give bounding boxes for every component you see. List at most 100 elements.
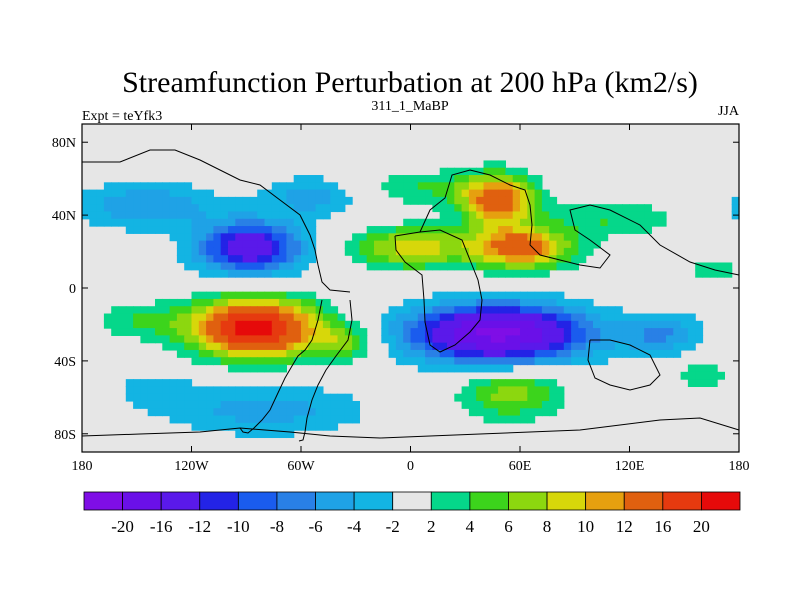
field-cell <box>213 328 222 336</box>
field-cell <box>140 379 149 387</box>
field-cell <box>235 306 244 315</box>
field-cell <box>425 182 433 191</box>
field-cell <box>585 247 594 256</box>
field-cell <box>286 430 295 439</box>
field-cell <box>315 386 324 395</box>
field-cell <box>111 189 120 198</box>
field-cell <box>512 247 521 256</box>
field-cell <box>490 349 499 358</box>
field-cell <box>498 160 506 169</box>
field-cell <box>490 291 499 300</box>
field-cell <box>293 247 302 256</box>
field-cell <box>614 335 623 344</box>
field-cell <box>191 247 200 256</box>
field-cell <box>498 226 506 234</box>
field-cell <box>235 328 244 336</box>
field-cell <box>425 306 433 315</box>
field-cell <box>169 204 178 213</box>
field-cell <box>147 211 156 220</box>
field-cell <box>155 211 163 220</box>
field-cell <box>184 408 193 417</box>
field-cell <box>249 393 258 402</box>
field-cell <box>359 233 368 242</box>
field-cell <box>505 269 514 278</box>
field-cell <box>337 342 346 351</box>
field-cell <box>147 189 156 198</box>
field-cell <box>439 182 448 191</box>
field-cell <box>198 189 207 198</box>
colorbar-swatch <box>430 491 471 511</box>
field-cell <box>687 371 696 380</box>
field-cell <box>666 328 674 336</box>
colorbar-swatch <box>83 491 123 511</box>
field-cell <box>147 320 156 329</box>
field-cell <box>133 320 141 329</box>
field-cell <box>461 240 470 249</box>
field-cell <box>308 313 317 322</box>
field-cell <box>213 298 222 307</box>
field-cell <box>198 408 207 417</box>
field-cell <box>293 400 302 409</box>
field-cell <box>220 204 229 213</box>
field-cell <box>206 240 214 249</box>
field-cell <box>191 320 200 329</box>
field-cell <box>162 320 171 329</box>
field-cell <box>483 291 492 300</box>
field-cell <box>578 211 587 220</box>
field-cell <box>651 313 660 322</box>
field-cell <box>206 269 214 278</box>
field-cell <box>520 211 528 220</box>
colorbar-swatch <box>122 491 162 511</box>
field-cell <box>498 298 506 307</box>
field-cell <box>432 313 441 322</box>
field-cell <box>279 189 287 198</box>
field-cell <box>520 255 528 264</box>
field-cell <box>505 364 514 373</box>
field-cell <box>344 393 353 402</box>
field-cell <box>432 335 441 344</box>
field-cell <box>257 255 266 264</box>
field-cell <box>286 182 295 191</box>
field-cell <box>556 262 565 271</box>
field-cell <box>344 408 353 417</box>
field-cell <box>264 262 273 271</box>
field-cell <box>468 291 477 300</box>
field-cell <box>680 371 689 380</box>
field-cell <box>520 240 528 249</box>
field-cell <box>242 349 251 358</box>
field-cell <box>687 313 696 322</box>
field-cell <box>184 262 193 271</box>
field-cell <box>614 320 623 329</box>
field-cell <box>512 320 521 329</box>
field-cell <box>242 240 251 249</box>
field-cell <box>162 218 171 227</box>
field-cell <box>228 342 236 351</box>
field-cell <box>257 422 266 431</box>
field-cell <box>191 255 200 264</box>
field-cell <box>578 313 587 322</box>
field-cell <box>184 298 193 307</box>
field-cell <box>476 262 485 271</box>
field-cell <box>490 167 499 176</box>
field-cell <box>454 349 463 358</box>
field-cell <box>644 313 652 322</box>
field-cell <box>184 255 193 264</box>
field-cell <box>140 400 149 409</box>
field-cell <box>242 415 251 424</box>
field-cell <box>410 328 419 336</box>
field-cell <box>636 342 645 351</box>
x-tick-label: 60W <box>287 459 315 474</box>
field-cell <box>330 357 339 366</box>
field-cell <box>96 218 105 227</box>
field-cell <box>301 386 309 395</box>
field-cell <box>322 328 331 336</box>
field-cell <box>271 255 280 264</box>
field-cell <box>498 349 506 358</box>
field-cell <box>293 306 302 315</box>
field-cell <box>563 218 572 227</box>
field-cell <box>541 189 550 198</box>
field-cell <box>155 182 163 191</box>
field-cell <box>468 247 477 256</box>
field-cell <box>571 342 579 351</box>
field-cell <box>483 349 492 358</box>
